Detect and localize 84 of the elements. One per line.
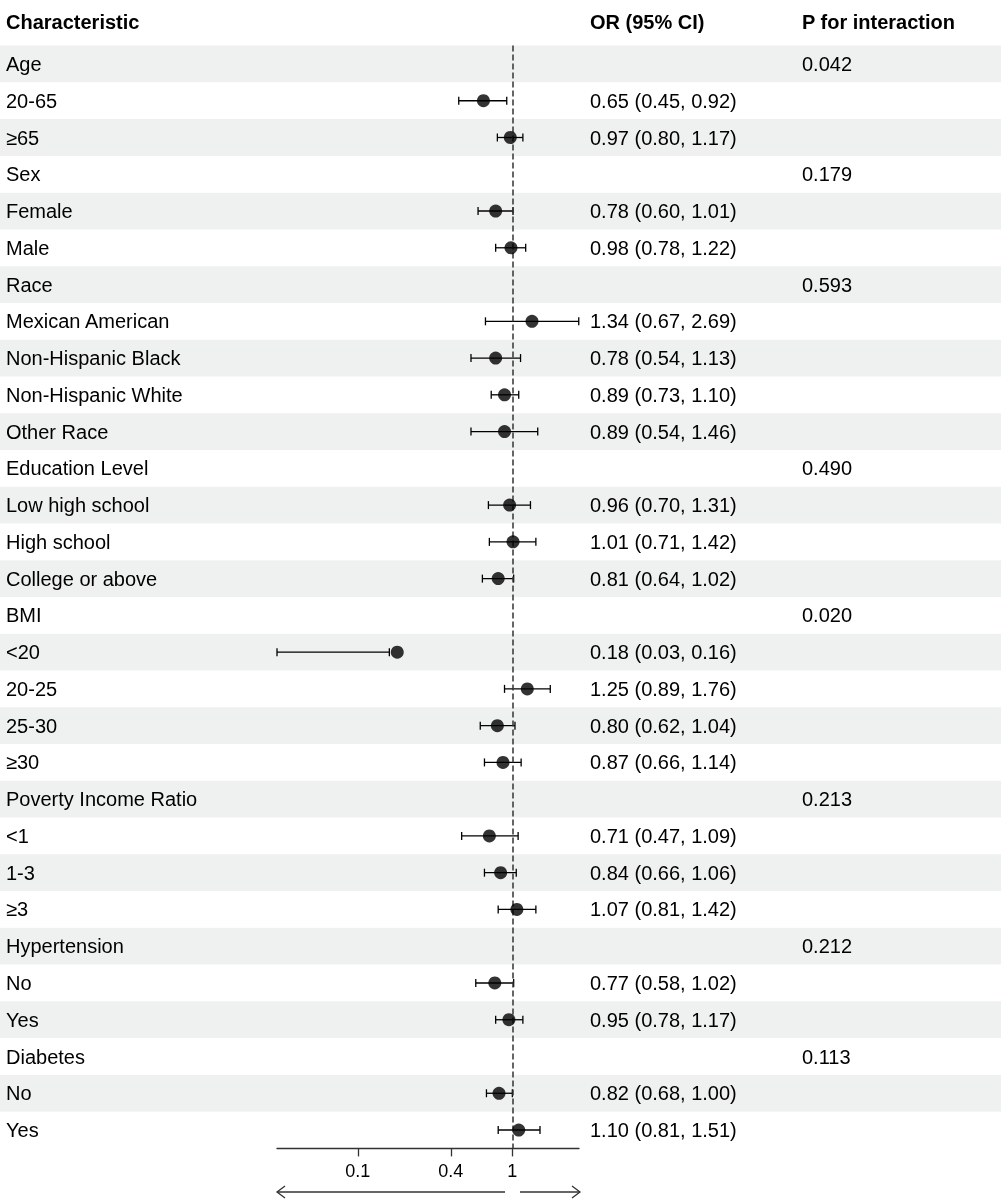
data-label: 1.07 (0.81, 1.42) bbox=[590, 898, 737, 921]
data-label: 1.34 (0.67, 2.69) bbox=[590, 310, 737, 333]
y-tick-label: <20 bbox=[6, 641, 40, 664]
data-label: 0.84 (0.66, 1.06) bbox=[590, 861, 737, 884]
data-label: 0.77 (0.58, 1.02) bbox=[590, 971, 737, 994]
y-tick-label: 25-30 bbox=[6, 714, 58, 737]
x-tick-label: 0.1 bbox=[345, 1161, 371, 1182]
point bbox=[482, 829, 496, 843]
point bbox=[503, 131, 517, 144]
y-tick-label: Low high school bbox=[6, 494, 150, 517]
point bbox=[503, 498, 517, 512]
data-label: 0.87 (0.66, 1.14) bbox=[590, 751, 737, 774]
data-label: 0.81 (0.64, 1.02) bbox=[590, 567, 737, 590]
y-axis-title: Characteristic bbox=[6, 11, 140, 33]
y-tick-label: College or above bbox=[6, 567, 158, 590]
data-label: 0.97 (0.80, 1.17) bbox=[590, 126, 737, 149]
y-tick-label: ≥30 bbox=[6, 751, 40, 774]
y-tick-label: Race bbox=[6, 273, 53, 296]
data-label: 0.98 (0.78, 1.22) bbox=[590, 236, 737, 259]
data-label: 0.78 (0.54, 1.13) bbox=[590, 347, 737, 370]
y-tick-label: 1-3 bbox=[6, 861, 35, 884]
y-tick-label: Mexican American bbox=[6, 310, 170, 333]
data-label: 1.25 (0.89, 1.76) bbox=[590, 677, 737, 700]
data-label: 0.65 (0.45, 0.92) bbox=[590, 89, 737, 112]
y-tick-label: Age bbox=[6, 52, 42, 75]
text: 0.042 bbox=[802, 52, 853, 75]
y-tick-label: Male bbox=[6, 236, 50, 259]
data-label: 0.89 (0.73, 1.10) bbox=[590, 383, 737, 406]
point bbox=[496, 755, 510, 769]
data-label: 1.01 (0.71, 1.42) bbox=[590, 530, 737, 553]
data-label: 0.78 (0.60, 1.01) bbox=[590, 200, 737, 223]
point bbox=[491, 572, 505, 586]
y-tick-label: ≥65 bbox=[6, 126, 40, 149]
text: OR (95% CI) bbox=[590, 11, 705, 33]
point bbox=[506, 535, 520, 549]
point bbox=[489, 351, 503, 365]
text: 0.212 bbox=[802, 935, 853, 958]
data-label: 0.18 (0.03, 0.16) bbox=[590, 641, 737, 664]
point bbox=[489, 204, 503, 218]
y-tick-label: Yes bbox=[6, 1119, 39, 1142]
data-label: 0.82 (0.68, 1.00) bbox=[590, 1082, 737, 1105]
y-tick-label: Poverty Income Ratio bbox=[6, 788, 198, 811]
point bbox=[492, 1086, 506, 1100]
text: 0.490 bbox=[802, 457, 853, 480]
y-tick-label: Yes bbox=[6, 1008, 39, 1031]
text: 0.593 bbox=[802, 273, 853, 296]
point bbox=[504, 241, 518, 255]
data-label: 1.10 (0.81, 1.51) bbox=[590, 1119, 737, 1142]
y-tick-label: Non-Hispanic Black bbox=[6, 347, 182, 370]
y-tick-label: High school bbox=[6, 530, 111, 553]
y-tick-label: 20-25 bbox=[6, 677, 58, 700]
text: 0.020 bbox=[802, 604, 853, 627]
y-tick-label: Diabetes bbox=[6, 1045, 85, 1068]
data-label: 0.95 (0.78, 1.17) bbox=[590, 1008, 737, 1031]
point bbox=[494, 866, 508, 880]
data-label: 0.96 (0.70, 1.31) bbox=[590, 494, 737, 517]
data-label: 0.80 (0.62, 1.04) bbox=[590, 714, 737, 737]
data-label: 0.71 (0.47, 1.09) bbox=[590, 824, 737, 847]
y-tick-label: Non-Hispanic White bbox=[6, 383, 183, 406]
y-tick-label: Other Race bbox=[6, 420, 109, 443]
y-tick-label: ≥3 bbox=[6, 898, 29, 921]
point bbox=[510, 902, 524, 916]
point bbox=[512, 1123, 526, 1137]
y-tick-label: Education Level bbox=[6, 457, 149, 480]
y-tick-label: Female bbox=[6, 200, 73, 223]
y-tick-label: 20-65 bbox=[6, 89, 58, 112]
text: P for interaction bbox=[802, 11, 955, 33]
point bbox=[498, 388, 512, 402]
point bbox=[502, 1013, 516, 1027]
text: 0.179 bbox=[802, 163, 853, 186]
y-tick-label: Sex bbox=[6, 163, 41, 186]
y-tick-label: <1 bbox=[6, 824, 29, 847]
y-tick-label: No bbox=[6, 1082, 32, 1105]
y-tick-label: Hypertension bbox=[6, 935, 124, 958]
point bbox=[498, 425, 512, 439]
point bbox=[488, 976, 502, 990]
x-tick-label: 0.4 bbox=[438, 1161, 464, 1182]
y-tick-label: No bbox=[6, 971, 32, 994]
point bbox=[490, 719, 504, 733]
y-tick-label: BMI bbox=[6, 604, 42, 627]
text: 0.213 bbox=[802, 788, 853, 811]
x-tick-label: 1 bbox=[507, 1161, 518, 1182]
data-label: 0.89 (0.54, 1.46) bbox=[590, 420, 737, 443]
text: 0.113 bbox=[802, 1045, 851, 1068]
